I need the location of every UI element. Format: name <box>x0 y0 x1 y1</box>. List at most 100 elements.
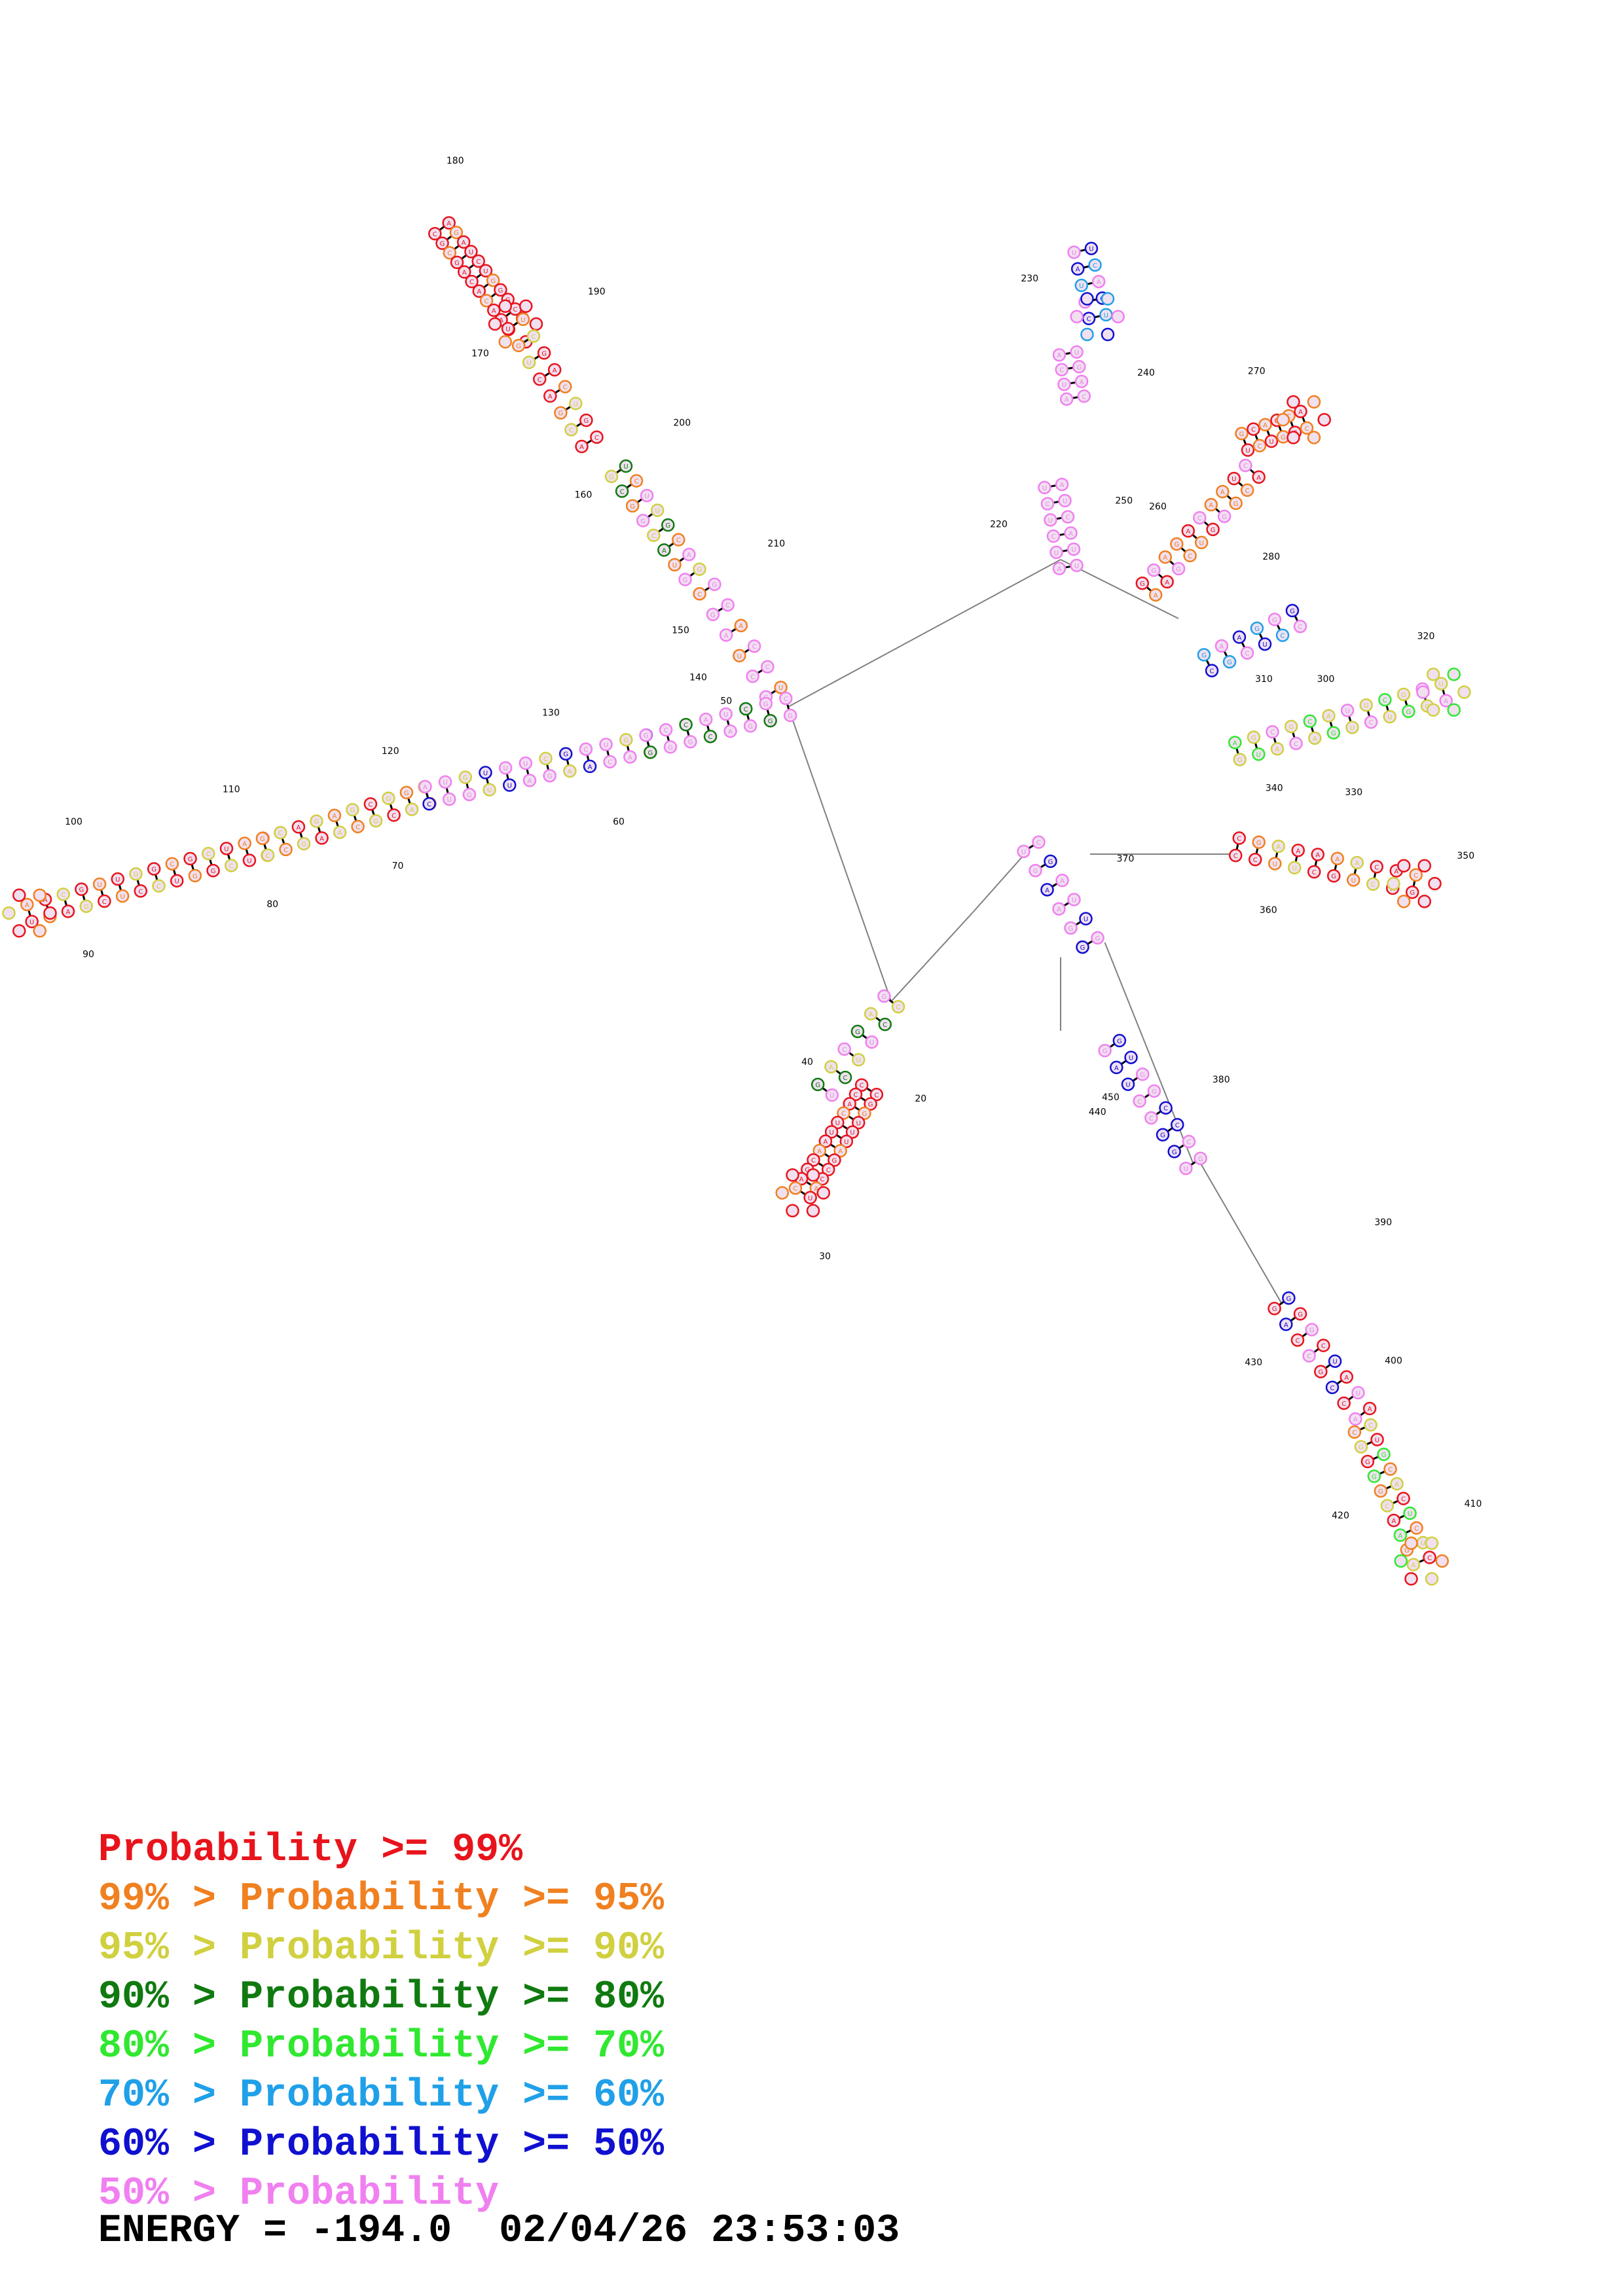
nucleotide-letter: A <box>1398 1532 1402 1539</box>
nucleotide <box>1232 831 1247 845</box>
helix: GAUGACCGACGAUUCUUCGGGAAU <box>1228 667 1471 766</box>
nucleotide-letter: G <box>79 887 84 894</box>
legend-text: Probability >= 90% <box>240 1926 665 1971</box>
nucleotide-letter: A <box>568 768 572 776</box>
nucleotide <box>563 764 577 778</box>
nucleotide-letter: G <box>1309 1327 1315 1334</box>
nucleotide-letter: G <box>1272 1306 1277 1313</box>
nucleotide-letter: C <box>1045 501 1049 509</box>
nucleotide-letter: C <box>853 1092 858 1099</box>
nucleotide-letter: C <box>1295 1337 1300 1344</box>
nucleotide-letter: G <box>1239 431 1245 438</box>
legend-row-50: 60% > Probability >= 50% <box>98 2121 1080 2170</box>
nucleotide <box>291 820 306 834</box>
nucleotide-letter: C <box>725 602 730 609</box>
nucleotide <box>1270 742 1285 756</box>
nucleotide-letter: C <box>676 537 681 545</box>
nucleotide <box>315 831 329 845</box>
nucleotide-letter: A <box>1097 279 1101 286</box>
nucleotide-letter: U <box>1364 702 1368 709</box>
nucleotide <box>438 775 452 789</box>
nucleotide <box>625 499 640 513</box>
nucleotide <box>663 740 678 754</box>
loop-nucleotide <box>529 317 543 331</box>
nucleotide-letter: G <box>1288 724 1294 731</box>
nucleotide <box>1067 542 1081 556</box>
nucleotide-letter: U <box>1439 681 1444 689</box>
nucleotide-letter: G <box>1095 935 1101 942</box>
nucleotide-letter: C <box>156 883 161 890</box>
nucleotide-letter: C <box>1281 633 1285 640</box>
nucleotide-letter: U <box>1351 877 1356 884</box>
nucleotide <box>1267 857 1282 870</box>
nucleotide-letter: C <box>708 734 713 741</box>
nucleotide-letter: U <box>483 268 488 276</box>
nucleotide-letter: A <box>477 289 481 296</box>
nucleotide-letter: G <box>855 1029 860 1036</box>
nucleotide-letter: G <box>1251 734 1256 742</box>
nucleotide-letter: C <box>784 696 788 703</box>
loop-nucleotide <box>33 924 46 938</box>
nucleotide <box>1340 704 1355 717</box>
nucleotide-letter: G <box>1318 1369 1323 1376</box>
nucleotide <box>1079 912 1093 925</box>
helix: CGCCGAAGAACGGCCGAGGC <box>255 780 437 862</box>
nucleotide <box>1252 470 1266 484</box>
nucleotide-letter: C <box>793 1185 797 1193</box>
nucleotide-letter: G <box>1172 1149 1177 1156</box>
nucleotide-letter: A <box>829 1064 833 1071</box>
nucleotide <box>865 1035 879 1049</box>
nucleotide-letter: U <box>1262 641 1267 649</box>
nucleotide-letter: C <box>860 1083 864 1090</box>
nucleotide-letter: A <box>1298 409 1303 416</box>
nucleotide-letter: G <box>1140 581 1145 588</box>
nucleotide-letter: G <box>712 582 717 589</box>
nucleotide <box>1074 374 1089 389</box>
nucleotide <box>619 459 633 473</box>
nucleotide <box>590 430 604 444</box>
nucleotide-letter: A <box>1080 379 1084 386</box>
nucleotide <box>1144 1111 1158 1125</box>
loop-nucleotide <box>33 888 46 902</box>
nucleotide-letter: U <box>574 401 578 408</box>
nucleotide <box>878 1017 892 1031</box>
nucleotide <box>1228 736 1242 749</box>
nucleotide-letter: C <box>368 801 373 808</box>
nucleotide-letter: U <box>672 562 677 569</box>
helix: G G G C G C C A A U G C G G G C <box>639 691 797 759</box>
nucleotide <box>399 785 414 800</box>
position-label: 300 <box>1317 674 1335 685</box>
nucleotide <box>442 216 456 230</box>
nucleotide <box>1390 1477 1404 1491</box>
nucleotide <box>261 848 275 862</box>
nucleotide-letter: A <box>1368 1406 1372 1413</box>
loop-nucleotide <box>1080 292 1094 306</box>
nucleotide-letter: U <box>856 1120 861 1127</box>
nucleotide-letter: G <box>463 775 468 782</box>
nucleotide-letter: U <box>1350 725 1355 732</box>
nucleotide <box>1351 1386 1365 1400</box>
nucleotide-letter: A <box>66 908 71 916</box>
nucleotide <box>1032 835 1046 849</box>
nucleotide <box>869 1088 884 1102</box>
nucleotide-letter: G <box>623 737 629 744</box>
nucleotide <box>1345 721 1359 734</box>
nucleotide-letter: G <box>710 612 716 619</box>
nucleotide-letter: C <box>1307 1354 1311 1361</box>
nucleotide-letter: U <box>1408 1511 1412 1518</box>
nucleotide <box>1160 575 1174 589</box>
nucleotide <box>56 888 70 901</box>
nucleotide <box>1182 1134 1196 1149</box>
loop-nucleotide <box>806 1168 820 1182</box>
nucleotide-letter: G <box>188 856 193 863</box>
nucleotide <box>659 723 673 737</box>
nucleotide-letter: G <box>1174 541 1179 548</box>
nucleotide <box>1156 1128 1170 1141</box>
nucleotide <box>1364 1418 1377 1432</box>
nucleotide-letter: C <box>476 259 481 266</box>
nucleotide-letter: G <box>640 518 646 525</box>
nucleotide-letter: A <box>1284 1321 1288 1329</box>
nucleotide <box>1291 844 1305 857</box>
nucleotide-letter: G <box>868 1102 873 1109</box>
nucleotide-letter: G <box>768 718 773 725</box>
